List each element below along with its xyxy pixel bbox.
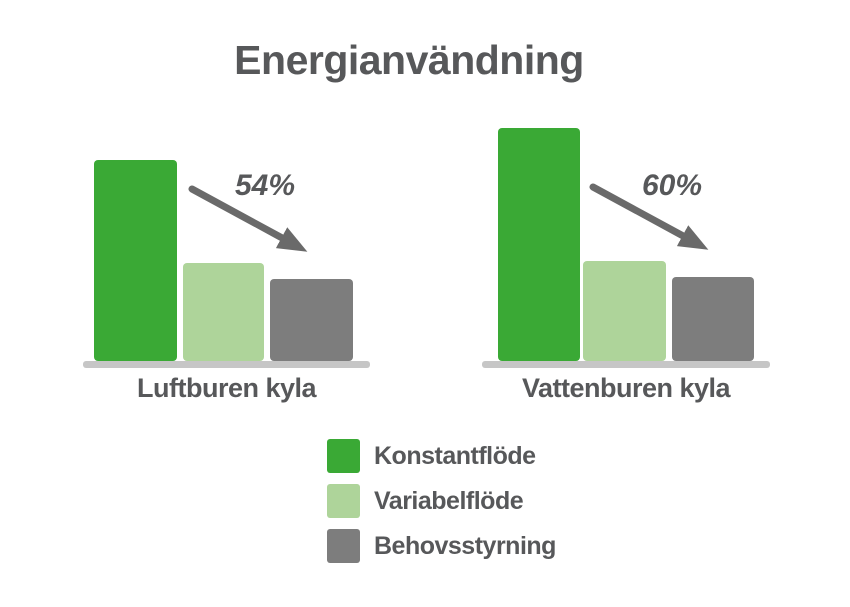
bar-variabelflode: [183, 263, 264, 361]
reduction-percent-luftburen: 54%: [234, 169, 296, 202]
arrow-down-right-icon: [589, 183, 709, 250]
category-label-vattenburen: Vattenburen kyla: [521, 373, 731, 403]
legend-item-konstantflode: Konstantflöde: [327, 439, 556, 473]
bar-konstantflode: [94, 160, 177, 361]
legend-item-behovsstyrning: Behovsstyrning: [327, 529, 556, 563]
reduction-percent-vattenburen: 60%: [641, 169, 703, 202]
chart-luftburen-kyla: [83, 120, 370, 368]
axis-baseline: [83, 361, 370, 368]
bar-behovsstyrning: [270, 279, 353, 361]
page-title: Energianvändning: [234, 37, 584, 83]
legend-item-variabelflode: Variabelflöde: [327, 484, 556, 518]
chart-vattenburen-kyla: [482, 120, 770, 368]
bar-konstantflode: [498, 128, 580, 361]
legend-swatch-green-icon: [327, 439, 360, 473]
legend-label: Behovsstyrning: [374, 531, 556, 560]
bar-variabelflode: [583, 261, 666, 361]
legend-label: Konstantflöde: [374, 441, 536, 470]
category-label-luftburen: Luftburen kyla: [136, 373, 317, 403]
legend-swatch-gray-icon: [327, 529, 360, 563]
legend: Konstantflöde Variabelflöde Behovsstyrni…: [327, 439, 556, 574]
bar-behovsstyrning: [672, 277, 754, 361]
arrow-down-right-icon: [188, 185, 308, 252]
legend-swatch-lightgreen-icon: [327, 484, 360, 518]
axis-baseline: [482, 361, 770, 368]
legend-label: Variabelflöde: [374, 486, 524, 515]
